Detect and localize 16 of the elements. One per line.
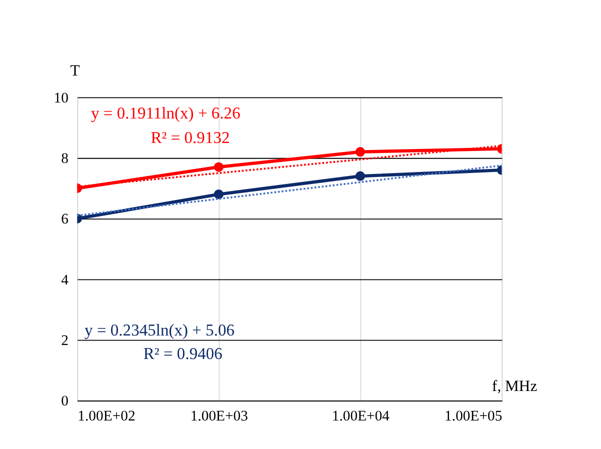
y-tick-label: 0 [61, 394, 68, 410]
annotation: R² = 0.9132 [150, 128, 230, 148]
y-tick-label: 6 [61, 212, 68, 228]
x-tick-label: 1.00E+04 [332, 408, 390, 424]
x-tick-label: 1.00E+02 [78, 408, 136, 424]
annotation: y = 0.2345ln(x) + 5.06 [84, 320, 235, 340]
y-axis-title: T [70, 62, 80, 80]
y-tick-label: 10 [54, 90, 68, 106]
x-axis-title: f, MHz [492, 378, 538, 395]
y-tick-label: 8 [61, 150, 68, 167]
x-tick-label: 1.00E+03 [190, 408, 248, 424]
x-tick-label: 1.00E+05 [444, 408, 502, 424]
y-tick-label: 2 [61, 332, 68, 349]
y-tick-label: 4 [61, 272, 70, 288]
annotation: R² = 0.9406 [143, 344, 222, 364]
annotation: y = 0.1911ln(x) + 6.26 [90, 103, 240, 122]
